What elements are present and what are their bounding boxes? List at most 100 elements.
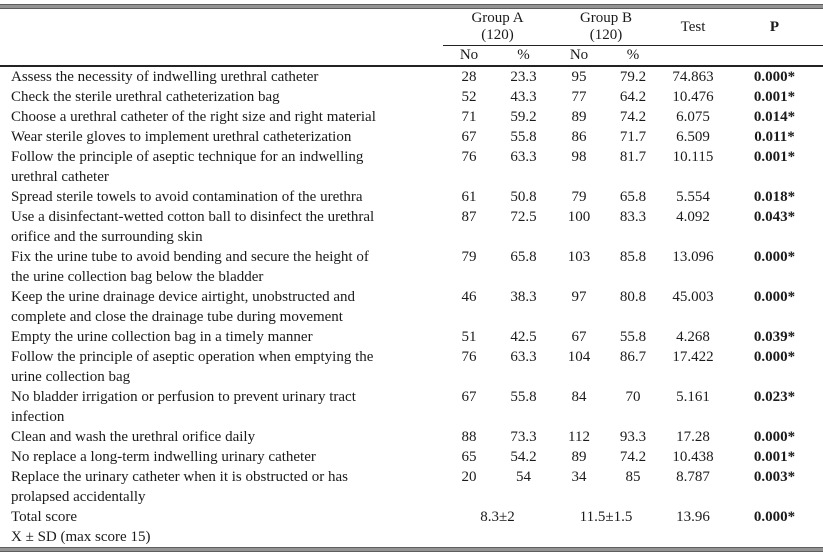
item-cell: No replace a long-term indwelling urinar… <box>11 449 316 465</box>
group-b-pct-cell: 80.8 <box>619 289 647 305</box>
group-b-no-cell: 103 <box>567 249 591 265</box>
group-a-pct-cell: 55.8 <box>510 389 537 405</box>
group-a-pct-cell: 72.5 <box>510 209 537 225</box>
group-a-no-cell: 76 <box>461 149 477 165</box>
table-row: No replace a long-term indwelling urinar… <box>0 447 823 467</box>
p-cell: 0.001* <box>753 449 796 465</box>
group-b-no-cell: 100 <box>567 209 591 225</box>
test-cell: 74.863 <box>672 69 714 85</box>
group-a-no-cell: 76 <box>461 349 477 365</box>
header-row-sub: No % No % <box>0 45 823 67</box>
table-row: Replace the urinary catheter when it is … <box>0 467 823 507</box>
test-cell: 5.161 <box>676 389 710 405</box>
table-row: Check the sterile urethral catheterizati… <box>0 87 823 107</box>
group-a-n: (120) <box>481 27 514 43</box>
test-cell: 45.003 <box>672 289 714 305</box>
table-row: Use a disinfectant-wetted cotton ball to… <box>0 207 823 247</box>
test-cell: 13.096 <box>672 249 714 265</box>
item-cell: Follow the principle of aseptic operatio… <box>11 349 374 385</box>
item-cell: Fix the urine tube to avoid bending and … <box>11 249 369 285</box>
group-a-pct-cell: 50.8 <box>510 189 537 205</box>
p-cell: 0.000* <box>753 349 796 365</box>
table-row: Follow the principle of aseptic techniqu… <box>0 147 823 187</box>
group-b-pct-cell: 74.2 <box>619 109 647 125</box>
group-b-no-cell: 98 <box>571 149 587 165</box>
group-a-no-cell: 67 <box>461 129 477 145</box>
test-cell: 6.075 <box>676 109 710 125</box>
item-cell: Keep the urine drainage device airtight,… <box>11 289 356 325</box>
group-a-pct-cell: 54.2 <box>510 449 537 465</box>
group-b-no-cell: 89 <box>571 449 587 465</box>
group-b-no-cell: 95 <box>571 69 587 85</box>
table-body: Assess the necessity of indwelling ureth… <box>0 66 823 507</box>
sub-header-p-empty <box>726 45 823 67</box>
group-b-name: Group B <box>579 10 633 26</box>
group-a-pct-cell: 73.3 <box>510 429 537 445</box>
test-cell: 10.438 <box>672 449 714 465</box>
group-b-pct-cell: 74.2 <box>619 449 647 465</box>
table-header: Group A (120) Group B (120) Test P No % … <box>0 9 823 67</box>
p-cell: 0.039* <box>753 329 796 345</box>
table-row: Keep the urine drainage device airtight,… <box>0 287 823 327</box>
group-b-pct-cell: 93.3 <box>619 429 647 445</box>
group-a-no-cell: 20 <box>461 469 477 485</box>
group-b-no-cell: 89 <box>571 109 587 125</box>
group-a-header: Group A (120) <box>443 9 552 46</box>
total-p-value: 0.000* <box>753 509 796 525</box>
group-a-pct-cell: 63.3 <box>510 149 537 165</box>
group-a-no-cell: 79 <box>461 249 477 265</box>
group-a-pct-cell: 59.2 <box>510 109 537 125</box>
item-cell: Replace the urinary catheter when it is … <box>11 469 348 505</box>
item-cell: Assess the necessity of indwelling ureth… <box>11 69 319 85</box>
group-a-pct-cell: 23.3 <box>510 69 537 85</box>
p-cell: 0.011* <box>754 129 795 145</box>
group-b-pct-header: % <box>606 45 660 67</box>
table-row: Choose a urethral catheter of the right … <box>0 107 823 127</box>
group-b-no-cell: 77 <box>571 89 587 105</box>
test-cell: 8.787 <box>676 469 710 485</box>
group-a-pct-cell: 43.3 <box>510 89 537 105</box>
p-cell: 0.000* <box>753 249 796 265</box>
group-a-no-cell: 87 <box>461 209 477 225</box>
p-cell: 0.043* <box>753 209 796 225</box>
group-b-pct-cell: 70 <box>625 389 641 405</box>
p-cell: 0.018* <box>753 189 796 205</box>
group-b-pct-cell: 71.7 <box>619 129 647 145</box>
group-b-pct-cell: 81.7 <box>619 149 647 165</box>
p-cell: 0.001* <box>753 149 796 165</box>
group-b-no-cell: 67 <box>571 329 587 345</box>
footer-empty <box>443 527 823 547</box>
group-a-pct-header: % <box>495 45 552 67</box>
group-b-no-cell: 86 <box>571 129 587 145</box>
total-group-b-value: 11.5±1.5 <box>579 509 633 525</box>
item-cell: Clean and wash the urethral orifice dail… <box>11 429 256 445</box>
p-cell: 0.001* <box>753 89 796 105</box>
item-cell: Check the sterile urethral catheterizati… <box>11 89 280 105</box>
sub-header-test-empty <box>660 45 726 67</box>
test-cell: 6.509 <box>676 129 710 145</box>
item-cell: Choose a urethral catheter of the right … <box>11 109 376 125</box>
group-b-pct-cell: 85 <box>625 469 641 485</box>
table-row: Wear sterile gloves to implement urethra… <box>0 127 823 147</box>
group-a-pct-cell: 42.5 <box>510 329 537 345</box>
table-foot: Total score 8.3±2 11.5±1.5 13.96 0.000* … <box>0 507 823 547</box>
test-header: Test <box>660 9 726 46</box>
group-b-n: (120) <box>589 27 623 43</box>
table-top-rule <box>0 4 823 9</box>
p-cell: 0.003* <box>753 469 796 485</box>
group-a-no-cell: 61 <box>461 189 477 205</box>
group-b-pct-cell: 79.2 <box>619 69 647 85</box>
table-row: Follow the principle of aseptic operatio… <box>0 347 823 387</box>
mean-sd-note: X ± SD (max score 15) <box>11 529 151 545</box>
group-a-no-cell: 65 <box>461 449 477 465</box>
group-b-pct-cell: 83.3 <box>619 209 647 225</box>
group-a-no-cell: 88 <box>461 429 477 445</box>
item-header-empty <box>0 9 443 46</box>
group-a-no-cell: 52 <box>461 89 477 105</box>
total-score-label: Total score <box>11 509 78 525</box>
item-cell: No bladder irrigation or perfusion to pr… <box>11 389 356 425</box>
header-row-groups: Group A (120) Group B (120) Test P <box>0 9 823 46</box>
test-cell: 10.115 <box>672 149 714 165</box>
p-cell: 0.023* <box>753 389 796 405</box>
